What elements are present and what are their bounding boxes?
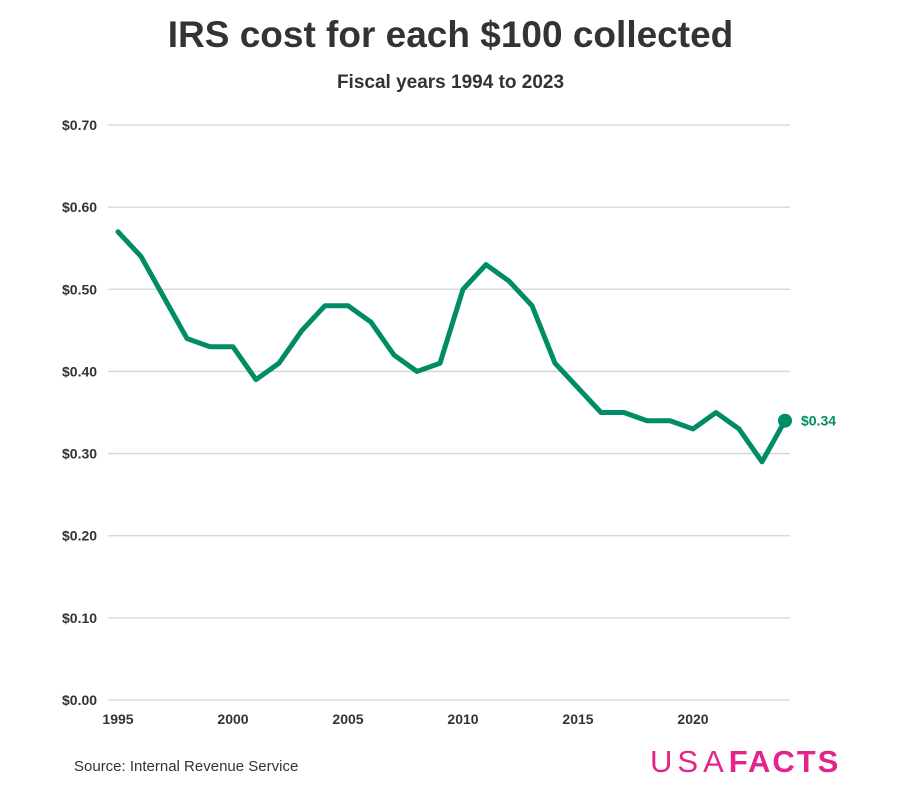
x-tick-label: 2020	[677, 711, 708, 727]
end-point-marker	[778, 413, 792, 428]
y-tick-label: $0.10	[62, 610, 97, 626]
data-line	[115, 229, 788, 465]
end-value-label: $0.34	[801, 413, 836, 429]
x-tick-label: 2005	[332, 711, 363, 727]
y-tick-label: $0.60	[62, 199, 97, 215]
source-note: Source: Internal Revenue Service	[74, 758, 299, 775]
y-tick-label: $0.30	[62, 446, 97, 462]
usafacts-logo: USAFACTS	[650, 744, 841, 779]
x-tick-label: 1995	[102, 711, 133, 727]
x-tick-label: 2015	[562, 711, 593, 727]
x-tick-label: 2000	[217, 711, 248, 727]
chart-subtitle: Fiscal years 1994 to 2023	[336, 72, 565, 93]
y-tick-label: $0.40	[62, 363, 97, 379]
y-tick-label: $0.20	[62, 528, 97, 544]
y-tick-label: $0.00	[62, 692, 97, 708]
x-tick-label: 2010	[447, 711, 478, 727]
chart-title: IRS cost for each $100 collected	[167, 14, 734, 55]
y-tick-label: $0.50	[62, 281, 97, 297]
y-tick-label: $0.70	[62, 117, 97, 133]
